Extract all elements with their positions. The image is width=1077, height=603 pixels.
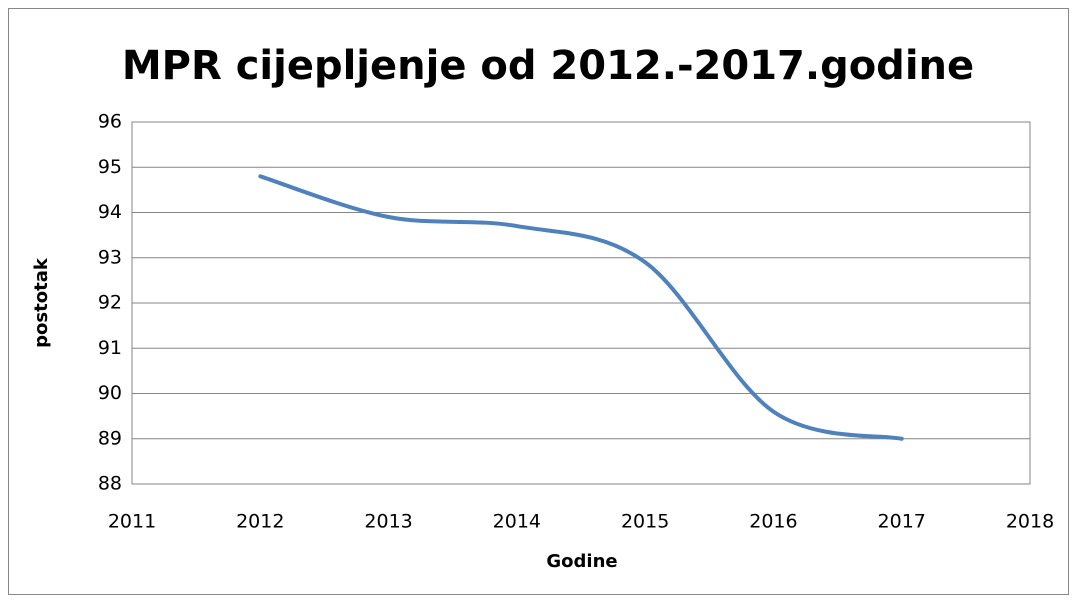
y-tick-label: 93 — [98, 246, 122, 268]
y-tick-label: 95 — [98, 156, 122, 178]
x-tick-label: 2013 — [364, 511, 412, 533]
chart-border — [8, 8, 1069, 595]
y-tick-label: 88 — [98, 473, 122, 495]
chart-title: MPR cijepljenje od 2012.-2017.godine — [122, 43, 974, 89]
y-tick-label: 96 — [98, 111, 122, 133]
y-tick-label: 89 — [98, 427, 122, 449]
plot-border — [131, 121, 1031, 485]
y-tick-label: 90 — [98, 382, 122, 404]
x-tick-label: 2016 — [749, 511, 797, 533]
x-tick-label: 2011 — [108, 511, 156, 533]
y-tick-label: 91 — [98, 337, 122, 359]
x-tick-label: 2012 — [236, 511, 284, 533]
x-tick-label: 2015 — [621, 511, 669, 533]
y-tick-label: 92 — [98, 292, 122, 314]
x-tick-label: 2014 — [493, 511, 541, 533]
line — [258, 174, 904, 441]
x-tick-label: 2018 — [1006, 511, 1054, 533]
x-axis-title: Godine — [546, 551, 617, 572]
x-tick-label: 2017 — [878, 511, 926, 533]
y-axis-title: postotak — [31, 257, 52, 348]
y-tick-label: 94 — [98, 201, 122, 223]
